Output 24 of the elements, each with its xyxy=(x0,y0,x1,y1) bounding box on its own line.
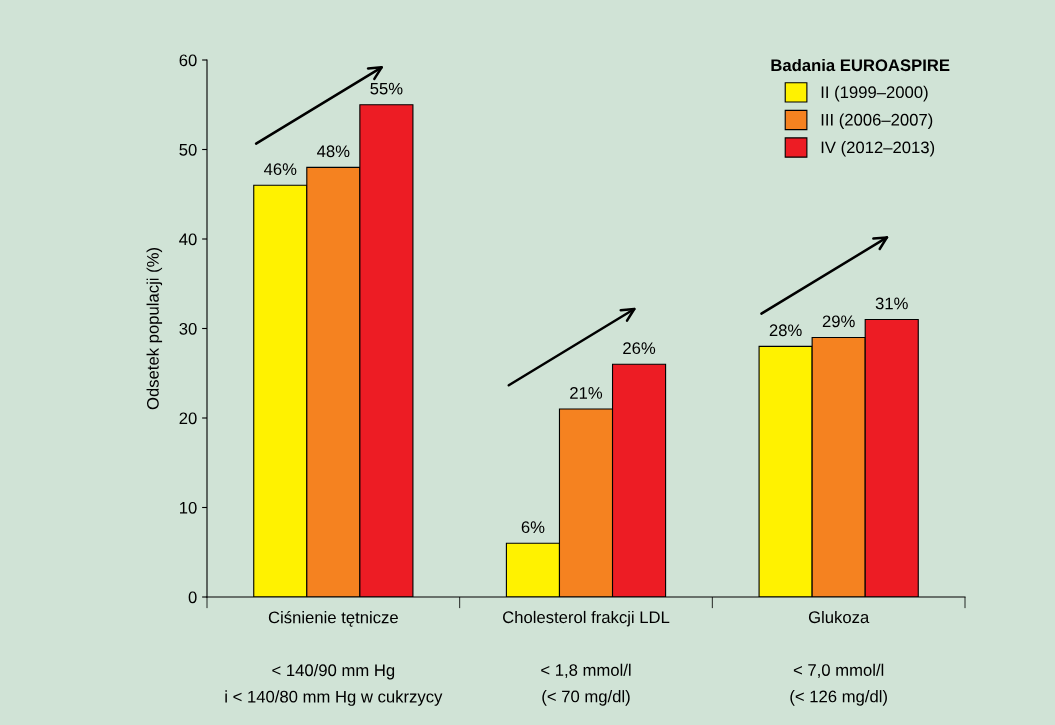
data-label: 26% xyxy=(623,342,656,355)
data-label: 29% xyxy=(822,315,855,328)
y-tick-label: 20 xyxy=(179,412,197,425)
y-axis-title: Odsetek populacji (%) xyxy=(146,248,163,410)
legend-label: III (2006–2007) xyxy=(821,113,933,129)
legend-label: IV (2012–2013) xyxy=(821,141,935,157)
data-label: 55% xyxy=(370,82,403,95)
y-tick-label: 40 xyxy=(179,233,197,246)
category-label: Glukoza < 7,0 mmol/l (< 126 mg/dl) xyxy=(790,610,887,706)
y-tick-label: 10 xyxy=(180,501,197,514)
legend-title: Badania EUROASPIRE xyxy=(771,58,950,72)
y-tick-label: 0 xyxy=(188,591,197,604)
y-tick-label: 30 xyxy=(179,322,197,335)
data-label: 31% xyxy=(875,297,908,310)
legend-label: II (1999–2000) xyxy=(821,85,928,102)
category-label: Cholesterol frakcji LDL < 1,8 mmol/l (< 70 mg/dl) xyxy=(503,610,670,706)
y-tick-label: 50 xyxy=(179,143,197,156)
y-tick-label: 60 xyxy=(179,54,197,67)
data-label: 46% xyxy=(263,163,297,176)
data-label: 28% xyxy=(769,324,802,337)
data-label: 6% xyxy=(521,521,545,534)
data-label: 48% xyxy=(317,145,350,158)
category-label: Ciśnienie tętnicze < 140/90 mm Hg i < 140/80 mm Hg w cukrzycy xyxy=(225,610,443,706)
data-label: 21% xyxy=(570,387,603,399)
